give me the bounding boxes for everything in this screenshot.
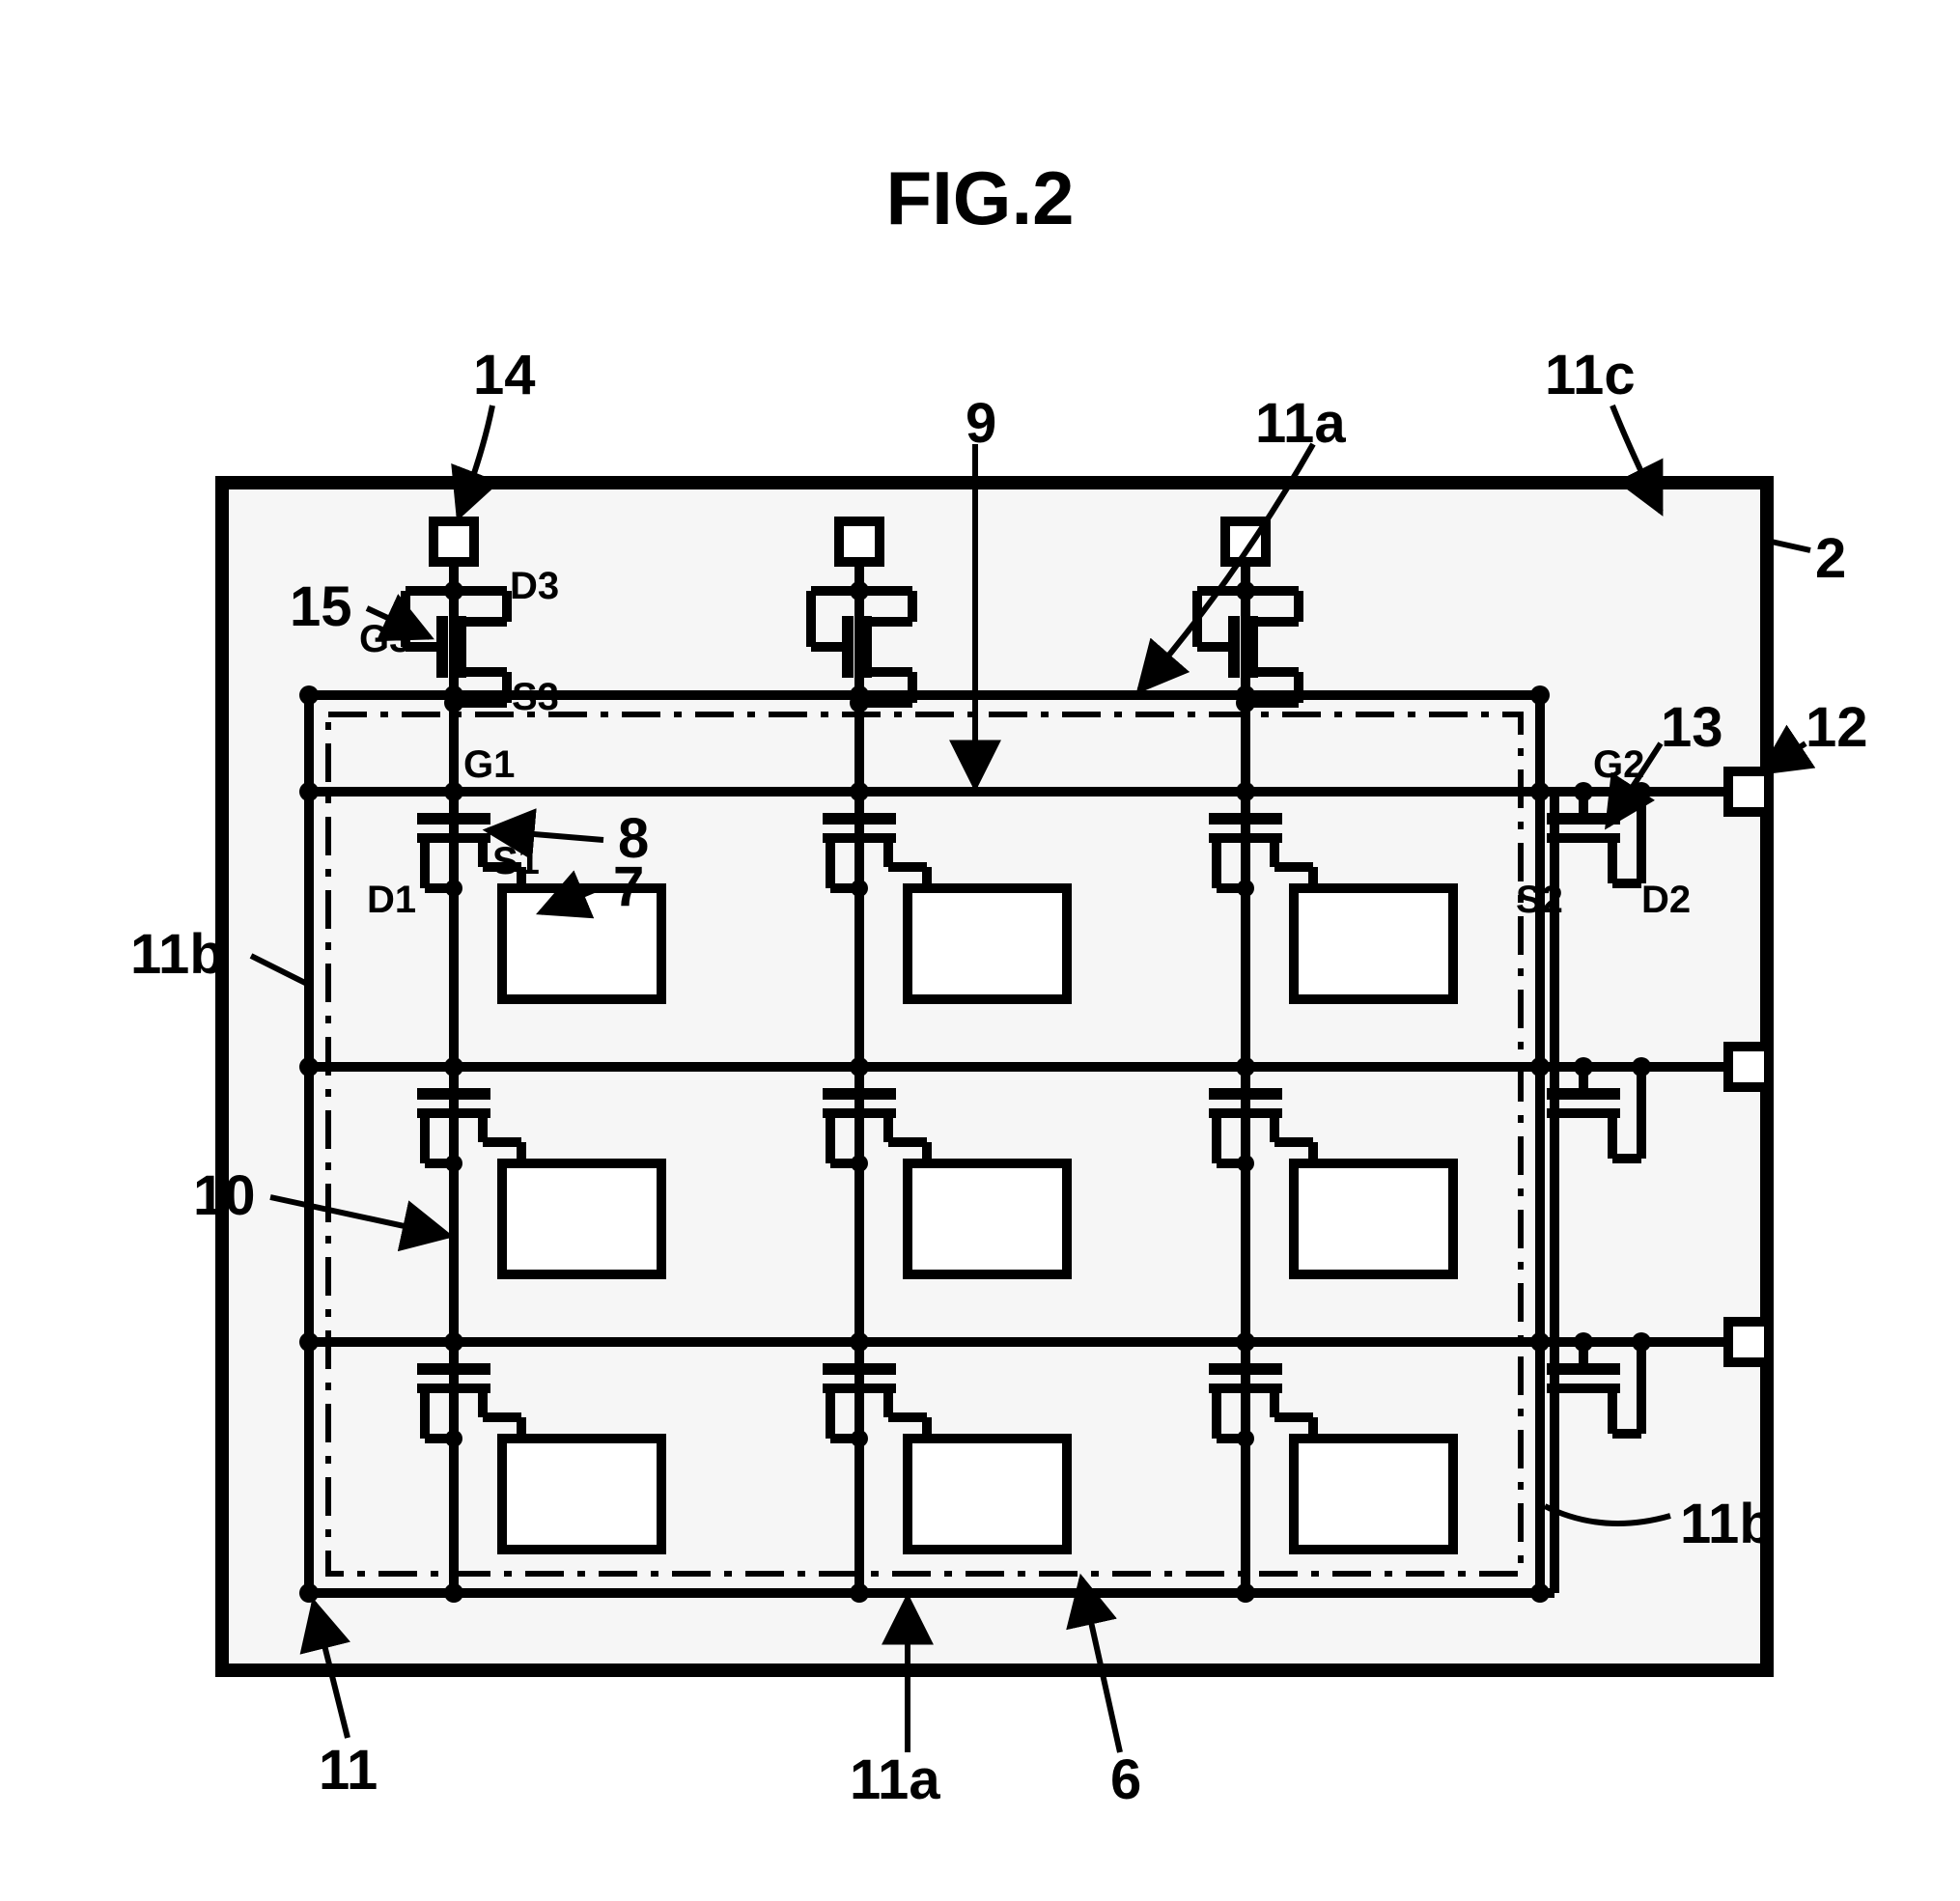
t-D3: D3: [510, 565, 559, 608]
ref-9: 9: [966, 391, 996, 456]
t-D1: D1: [367, 879, 416, 922]
t-G3: G3: [359, 618, 410, 661]
figure-container: { "figure": { "title": "FIG.2", "title_f…: [0, 0, 1960, 1901]
top-pad: [839, 521, 880, 562]
ref-11a-top: 11a: [1255, 391, 1346, 456]
t-G2: G2: [1593, 743, 1644, 787]
ref-6: 6: [1110, 1747, 1141, 1812]
ref-2: 2: [1815, 526, 1846, 591]
t-S3: S3: [512, 676, 559, 719]
top-pad: [434, 521, 474, 562]
ref-11c: 11c: [1545, 343, 1636, 407]
figure-title: FIG.2: [0, 154, 1960, 242]
ref-10: 10: [193, 1163, 256, 1228]
ref-14: 14: [473, 343, 536, 407]
ref-7: 7: [613, 854, 644, 919]
ref-11b-r: 11b: [1680, 1492, 1774, 1556]
ref-11: 11: [319, 1738, 378, 1803]
ref-13: 13: [1661, 695, 1723, 760]
ref-15: 15: [290, 574, 352, 639]
schematic-svg: [0, 0, 1960, 1901]
t-S1: S1: [492, 840, 540, 883]
t-S2: S2: [1516, 879, 1563, 922]
ref-11b-l: 11b: [130, 922, 224, 987]
t-G1: G1: [463, 743, 515, 787]
t-D2: D2: [1641, 879, 1691, 922]
ref-12: 12: [1806, 695, 1868, 760]
ref-11a-bot: 11a: [850, 1747, 940, 1812]
